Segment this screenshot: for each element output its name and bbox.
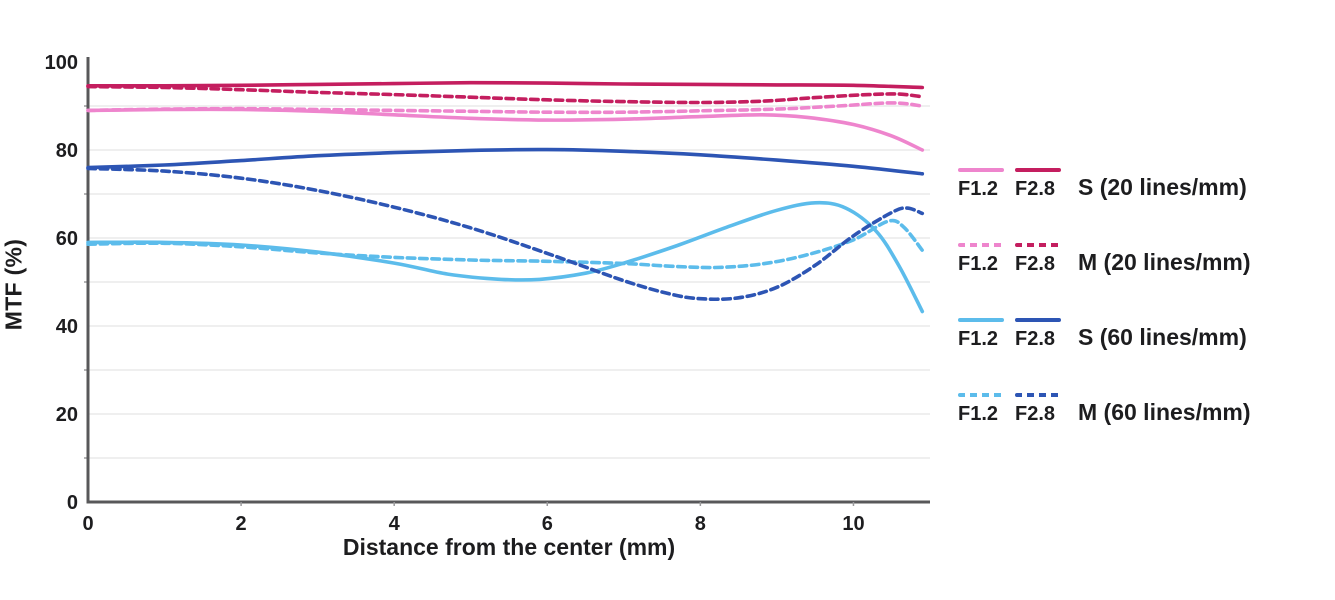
solid-line-swatch [1015,168,1061,172]
dashed-line-swatch [1015,243,1061,247]
legend-f2.8-column: F2.8 [1015,318,1065,349]
legend-series-label: S (20 lines/mm) [1078,174,1247,201]
dashed-line-swatch [958,243,1004,247]
y-tick-label: 60 [56,228,78,250]
legend-f2.8-column: F2.8 [1015,168,1065,199]
aperture-label: F2.8 [1015,403,1056,425]
dashed-line-swatch [1015,393,1061,397]
legend-f1.2-column: F1.2 [958,393,1008,424]
legend-series-label: S (60 lines/mm) [1078,324,1247,351]
curve-f1.2-s-20-lines-mm- [86,107,925,152]
curve-f2.8-s-60-lines-mm- [86,147,925,176]
legend-series-label: M (60 lines/mm) [1078,399,1251,426]
curve-f1.2-s-60-lines-mm- [86,200,925,314]
aperture-label: F2.8 [1015,328,1056,350]
y-tick-label: 20 [56,404,78,426]
legend-entry-2: F1.2 F2.8 S (60 lines/mm) [958,318,1247,349]
aperture-label: F2.8 [1015,178,1056,200]
legend-f1.2-column: F1.2 [958,243,1008,274]
solid-line-swatch [958,168,1004,172]
solid-line-swatch [958,318,1004,322]
curve-f2.8-s-20-lines-mm- [86,80,925,90]
y-tick-label: 0 [67,492,78,514]
y-tick-label: 100 [45,52,78,74]
legend-f1.2-column: F1.2 [958,168,1008,199]
solid-line-swatch [1015,318,1061,322]
curve-f2.8-m-20-lines-mm- [86,84,925,105]
y-tick-label: 80 [56,140,78,162]
curve-f1.2-m-60-lines-mm- [86,218,925,270]
x-tick-label: 8 [695,513,706,535]
x-tick-label: 2 [236,513,247,535]
dashed-line-swatch [958,393,1004,397]
curve-f2.8-m-60-lines-mm- [86,166,925,302]
legend-f2.8-column: F2.8 [1015,243,1065,274]
legend-series-label: M (20 lines/mm) [1078,249,1251,276]
curve-f1.2-m-20-lines-mm- [86,101,925,115]
aperture-label: F1.2 [958,178,999,200]
aperture-label: F1.2 [958,253,999,275]
aperture-label: F2.8 [1015,253,1056,275]
x-tick-label: 6 [542,513,553,535]
y-axis-title: MTF (%) [0,238,27,331]
legend: F1.2 F2.8 S (20 lines/mm) F1.2 F2.8 M (20 lin… [958,0,1330,600]
x-axis-title: Distance from the center (mm) [342,534,676,560]
legend-entry-0: F1.2 F2.8 S (20 lines/mm) [958,168,1247,199]
x-tick-label: 10 [842,513,864,535]
x-tick-label: 0 [82,513,93,535]
aperture-label: F1.2 [958,328,999,350]
x-tick-label: 4 [389,513,401,535]
legend-entry-3: F1.2 F2.8 M (60 lines/mm) [958,393,1251,424]
legend-entry-1: F1.2 F2.8 M (20 lines/mm) [958,243,1251,274]
y-tick-label: 40 [56,316,78,338]
aperture-label: F1.2 [958,403,999,425]
legend-f1.2-column: F1.2 [958,318,1008,349]
legend-f2.8-column: F2.8 [1015,393,1065,424]
